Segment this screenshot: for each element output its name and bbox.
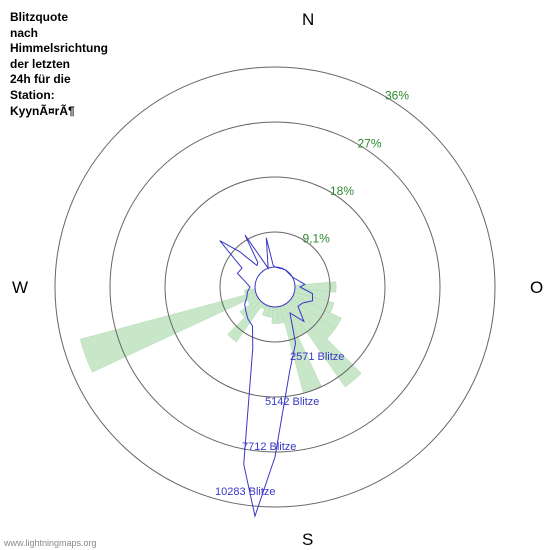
- ring-label: 36%: [385, 89, 409, 103]
- footer-credit: www.lightningmaps.org: [4, 538, 97, 548]
- ring-label: 9,1%: [303, 232, 331, 246]
- radial-label: 5142 Blitze: [265, 396, 319, 408]
- cardinal-O: O: [530, 278, 543, 298]
- cardinal-S: S: [302, 530, 313, 550]
- radial-label: 7712 Blitze: [242, 441, 296, 453]
- cardinal-W: W: [12, 278, 28, 298]
- ring-label: 27%: [358, 136, 382, 150]
- radial-label: 2571 Blitze: [290, 351, 344, 363]
- chart-title: Blitzquote nach Himmelsrichtung der letz…: [10, 10, 108, 119]
- radial-label: 10283 Blitze: [215, 486, 276, 498]
- cardinal-N: N: [302, 10, 314, 30]
- ring-label: 18%: [330, 184, 354, 198]
